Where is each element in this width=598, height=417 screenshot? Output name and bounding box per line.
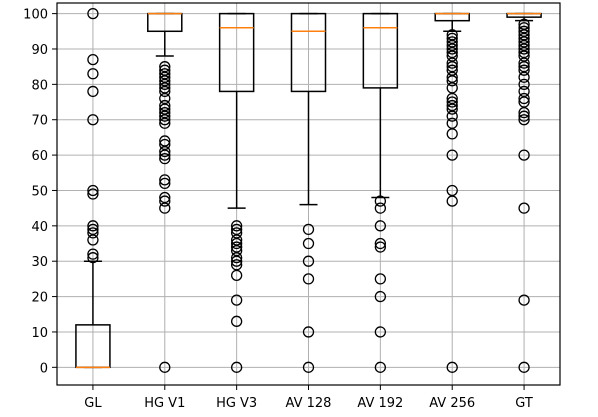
outlier-point <box>159 106 171 119</box>
x-tick-label: HG V1 <box>144 396 185 411</box>
outlier-point <box>302 223 315 236</box>
y-tick-label: 90 <box>31 43 48 58</box>
outlier-point <box>446 64 458 76</box>
outlier-point <box>518 149 530 161</box>
outlier-point <box>302 255 315 267</box>
y-tick-label: 30 <box>31 255 48 270</box>
x-tick-label: AV 256 <box>429 396 475 411</box>
outlier-point <box>446 29 458 41</box>
plot-frame <box>56 2 561 386</box>
outlier-point <box>374 237 387 250</box>
outlier-point <box>159 135 171 147</box>
outlier-point <box>446 36 458 48</box>
outlier-point <box>159 177 171 190</box>
y-tick-label: 10 <box>31 326 48 341</box>
outlier-point <box>446 149 458 161</box>
outlier-point <box>374 195 387 207</box>
outlier-point <box>87 7 99 20</box>
outlier-point <box>159 195 171 207</box>
outlier-point <box>518 202 530 214</box>
y-tick-label: 70 <box>31 114 48 129</box>
outlier-point <box>518 25 530 37</box>
outlier-point <box>87 53 99 66</box>
outlier-point <box>230 227 243 239</box>
outlier-point <box>518 114 530 126</box>
outlier-point <box>230 220 243 232</box>
outlier-point <box>374 202 387 214</box>
outlier-point <box>230 223 243 236</box>
box-plot-series <box>75 7 542 373</box>
y-tick-label: 20 <box>31 291 48 306</box>
outlier-point <box>518 64 530 76</box>
axes: 0 10 20 30 40 50 60 70 80 90 100 GL HG V1 HG V3 AV 128… <box>23 2 561 411</box>
outlier-point <box>518 361 530 373</box>
y-tick-label: 50 <box>31 184 48 199</box>
outlier-point <box>446 184 458 197</box>
outlier-point <box>87 114 99 126</box>
outlier-point <box>374 290 387 303</box>
outlier-point <box>374 273 387 285</box>
outlier-point <box>159 138 171 151</box>
outlier-point <box>518 294 530 306</box>
y-tick-label: 40 <box>31 220 48 235</box>
outlier-point <box>87 184 99 197</box>
outlier-point <box>518 18 530 30</box>
iqr-box <box>290 12 327 93</box>
outlier-point <box>87 227 99 239</box>
outlier-point <box>446 96 458 108</box>
outlier-point <box>518 22 530 34</box>
outlier-point <box>159 64 171 76</box>
outlier-point <box>374 326 387 338</box>
outlier-point <box>230 315 243 327</box>
outlier-point <box>446 361 458 373</box>
outlier-point <box>302 237 315 250</box>
outlier-point <box>87 248 99 260</box>
x-tick-label: HG V3 <box>216 396 257 411</box>
outlier-point <box>159 68 171 80</box>
y-tick-label: 100 <box>23 8 48 23</box>
outlier-point <box>230 294 243 306</box>
outlier-point <box>518 92 530 105</box>
outlier-point <box>87 68 99 80</box>
x-tick-label: AV 192 <box>357 396 403 411</box>
outlier-point <box>518 85 530 98</box>
x-tick-label: GT <box>515 396 533 411</box>
outlier-point <box>230 259 243 271</box>
outlier-point <box>446 117 458 129</box>
outlier-point <box>518 110 530 122</box>
outlier-point <box>159 152 171 165</box>
outlier-point <box>159 361 171 373</box>
y-tick-label: 60 <box>31 149 48 164</box>
x-tick-label: AV 128 <box>286 396 332 411</box>
outlier-point <box>159 61 171 73</box>
outlier-point <box>230 361 243 373</box>
outlier-point <box>87 223 99 236</box>
outlier-point <box>374 241 387 253</box>
outlier-point <box>87 188 99 200</box>
outlier-point <box>374 220 387 232</box>
y-tick-label: 0 <box>40 361 48 376</box>
outlier-point <box>87 252 99 264</box>
outlier-point <box>230 241 243 253</box>
outlier-point <box>87 85 99 98</box>
outlier-point <box>302 326 315 338</box>
outlier-point <box>518 78 530 91</box>
outlier-point <box>159 174 171 186</box>
iqr-box <box>218 12 255 93</box>
outlier-point <box>374 361 387 373</box>
x-tick-label: GL <box>84 396 102 411</box>
outlier-point <box>87 220 99 232</box>
iqr-box <box>362 12 399 89</box>
y-tick-label: 80 <box>31 78 48 93</box>
outlier-point <box>159 191 171 204</box>
outlier-point <box>446 99 458 112</box>
outlier-point <box>446 32 458 45</box>
outlier-point <box>302 361 315 373</box>
outlier-point <box>159 99 171 112</box>
outlier-point <box>302 273 315 285</box>
